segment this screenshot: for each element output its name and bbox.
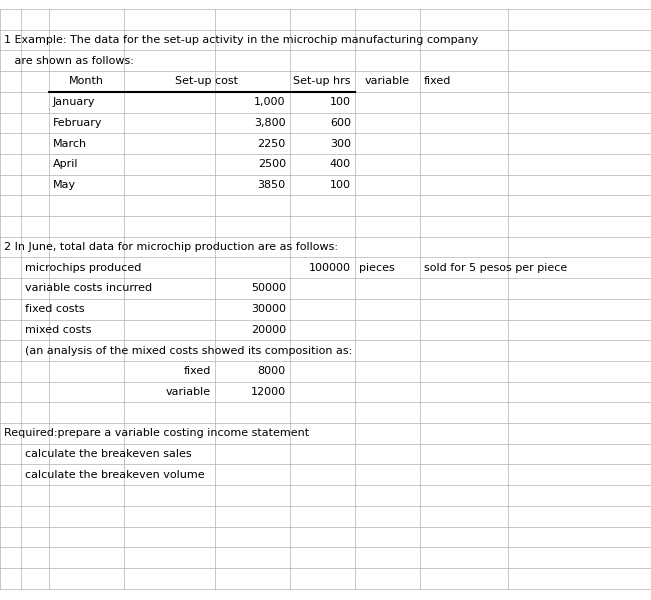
Text: calculate the breakeven volume: calculate the breakeven volume xyxy=(25,470,204,480)
Text: April: April xyxy=(53,159,78,169)
Text: 100: 100 xyxy=(330,180,351,190)
Text: 20000: 20000 xyxy=(251,325,286,335)
Text: mixed costs: mixed costs xyxy=(25,325,91,335)
Text: March: March xyxy=(53,139,87,149)
Text: Set-up hrs: Set-up hrs xyxy=(294,76,351,86)
Text: 2 In June, total data for microchip production are as follows:: 2 In June, total data for microchip prod… xyxy=(4,242,338,252)
Text: are shown as follows:: are shown as follows: xyxy=(4,56,134,66)
Text: Month: Month xyxy=(69,76,104,86)
Text: fixed: fixed xyxy=(184,366,211,376)
Text: 2500: 2500 xyxy=(258,159,286,169)
Text: calculate the breakeven sales: calculate the breakeven sales xyxy=(25,449,191,459)
Text: 600: 600 xyxy=(330,118,351,128)
Text: Set-up cost: Set-up cost xyxy=(175,76,238,86)
Text: 100000: 100000 xyxy=(309,263,351,273)
Text: May: May xyxy=(53,180,76,190)
Text: fixed costs: fixed costs xyxy=(25,304,85,314)
Text: 30000: 30000 xyxy=(251,304,286,314)
Text: 400: 400 xyxy=(330,159,351,169)
Text: 8000: 8000 xyxy=(258,366,286,376)
Text: 3,800: 3,800 xyxy=(254,118,286,128)
Text: 50000: 50000 xyxy=(251,283,286,293)
Text: 100: 100 xyxy=(330,97,351,107)
Text: 1,000: 1,000 xyxy=(255,97,286,107)
Text: 3850: 3850 xyxy=(258,180,286,190)
Text: microchips produced: microchips produced xyxy=(25,263,141,273)
Text: (an analysis of the mixed costs showed its composition as:: (an analysis of the mixed costs showed i… xyxy=(25,346,352,356)
Text: 300: 300 xyxy=(330,139,351,149)
Text: sold for 5 pesos per piece: sold for 5 pesos per piece xyxy=(424,263,567,273)
Text: variable costs incurred: variable costs incurred xyxy=(25,283,152,293)
Text: 2250: 2250 xyxy=(258,139,286,149)
Text: pieces: pieces xyxy=(359,263,395,273)
Text: 1 Example: The data for the set-up activity in the microchip manufacturing compa: 1 Example: The data for the set-up activ… xyxy=(4,35,478,45)
Text: variable: variable xyxy=(365,76,410,86)
Text: fixed: fixed xyxy=(424,76,451,86)
Text: February: February xyxy=(53,118,102,128)
Text: Required:prepare a variable costing income statement: Required:prepare a variable costing inco… xyxy=(4,428,309,439)
Text: January: January xyxy=(53,97,95,107)
Text: 12000: 12000 xyxy=(251,387,286,397)
Text: variable: variable xyxy=(166,387,211,397)
